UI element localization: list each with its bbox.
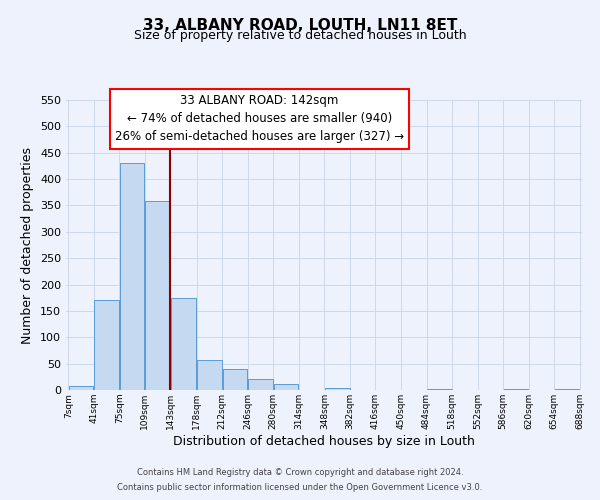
Bar [94,300,119,390]
Bar [145,201,170,390]
Y-axis label: Number of detached properties: Number of detached properties [22,146,34,344]
Text: Contains public sector information licensed under the Open Government Licence v3: Contains public sector information licen… [118,483,482,492]
Bar [248,379,273,390]
X-axis label: Distribution of detached houses by size in Louth: Distribution of detached houses by size … [173,434,475,448]
Bar [171,298,196,390]
Bar [325,388,350,390]
Bar [223,369,247,390]
Text: 33 ALBANY ROAD: 142sqm
← 74% of detached houses are smaller (940)
26% of semi-de: 33 ALBANY ROAD: 142sqm ← 74% of detached… [115,94,404,143]
Text: 33, ALBANY ROAD, LOUTH, LN11 8ET: 33, ALBANY ROAD, LOUTH, LN11 8ET [143,18,457,32]
Bar [120,164,145,390]
Bar [68,386,94,390]
Bar [274,384,298,390]
Bar [197,360,222,390]
Text: Size of property relative to detached houses in Louth: Size of property relative to detached ho… [134,29,466,42]
Text: Contains HM Land Registry data © Crown copyright and database right 2024.: Contains HM Land Registry data © Crown c… [137,468,463,477]
